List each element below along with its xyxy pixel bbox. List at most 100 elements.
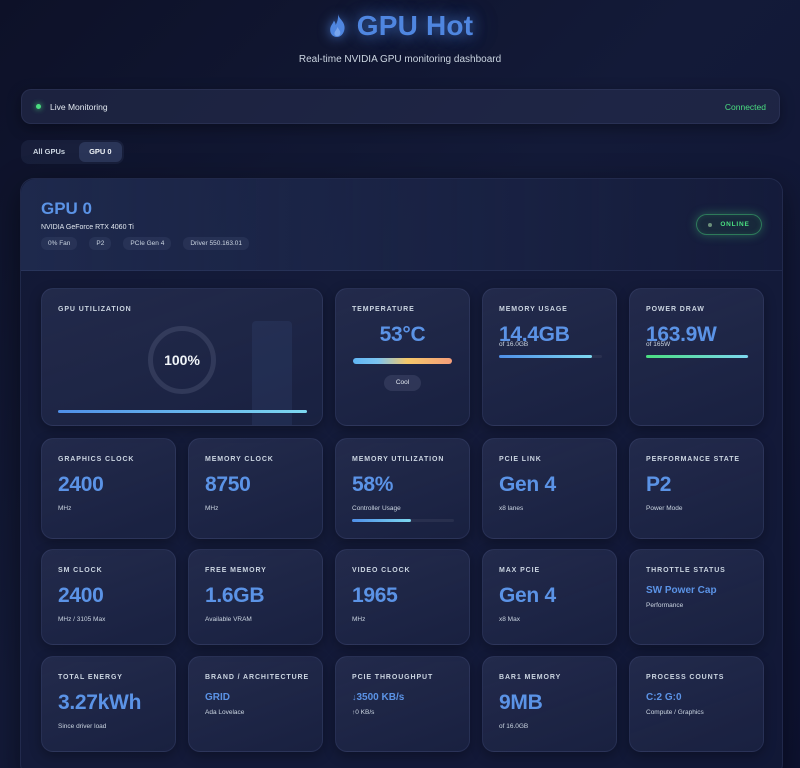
driver-chip: Driver 550.163.01 (183, 237, 249, 250)
pcie-tx-text: 0 KB/s (355, 709, 375, 716)
graphics-clock-value: 2400 (58, 473, 104, 496)
card-label: TOTAL ENERGY (58, 674, 123, 681)
total-energy-card: TOTAL ENERGY 3.27kWh Since driver load (41, 656, 176, 752)
utilization-progress (58, 410, 307, 413)
pcie-link-card: PCIE LINK Gen 4 x8 lanes (482, 438, 617, 539)
card-label: PERFORMANCE STATE (646, 456, 740, 463)
app-subtitle: Real-time NVIDIA GPU monitoring dashboar… (298, 54, 502, 65)
memory-usage-value: 14.4GB (499, 323, 570, 346)
sm-clock-value: 2400 (58, 584, 104, 607)
card-label: POWER DRAW (646, 306, 705, 313)
total-energy-value: 3.27kWh (58, 691, 142, 714)
max-pcie-sub: x8 Max (499, 616, 520, 623)
memory-utilization-progress (352, 519, 454, 522)
pcie-chip: PCIe Gen 4 (123, 237, 172, 250)
graphics-clock-unit: MHz (58, 505, 72, 512)
status-badge: ONLINE (696, 214, 762, 235)
memory-clock-unit: MHz (205, 505, 219, 512)
app-header: GPU Hot Real-time NVIDIA GPU monitoring … (0, 6, 800, 65)
throttle-status-value: SW Power Cap (646, 585, 717, 596)
video-clock-unit: MHz (352, 616, 366, 623)
fan-chip: 0% Fan (41, 237, 78, 250)
max-pcie-card: MAX PCIE Gen 4 x8 Max (482, 549, 617, 645)
utilization-gauge (148, 326, 216, 394)
upload-arrow-icon: ↑ (352, 709, 356, 716)
gpu-info-chips: 0% Fan P2 PCIe Gen 4 Driver 550.163.01 (41, 237, 249, 250)
status-dot-icon (708, 222, 713, 227)
tab-gpu-0[interactable]: GPU 0 (79, 142, 122, 162)
pcie-throughput-card: PCIE THROUGHPUT ↓3500 KB/s ↑0 KB/s (335, 656, 470, 752)
bar1-memory-sub: of 16.0GB (499, 723, 529, 730)
card-label: BAR1 MEMORY (499, 674, 562, 681)
utilization-history-bar (252, 321, 292, 425)
max-pcie-value: Gen 4 (499, 584, 556, 607)
connection-status: Connected (724, 101, 766, 112)
status-text: ONLINE (720, 221, 750, 228)
brand-architecture-card: BRAND / ARCHITECTURE GRID Ada Lovelace (188, 656, 323, 752)
pstate-chip: P2 (89, 237, 112, 250)
app-title: GPU Hot (356, 10, 474, 41)
total-energy-sub: Since driver load (58, 723, 107, 730)
memory-utilization-sub: Controller Usage (352, 505, 401, 512)
bar1-memory-value: 9MB (499, 691, 543, 714)
pcie-tx-value: ↑0 KB/s (352, 709, 374, 716)
live-monitoring-label: Live Monitoring (50, 101, 108, 112)
pcie-rx-text: 3500 KB/s (356, 692, 405, 703)
sm-clock-card: SM CLOCK 2400 MHz / 3105 Max (41, 549, 176, 645)
utilization-value: 100% (164, 352, 200, 368)
gpu-tabs: All GPUs GPU 0 (21, 140, 124, 164)
download-arrow-icon: ↓ (352, 692, 357, 702)
free-memory-card: FREE MEMORY 1.6GB Available VRAM (188, 549, 323, 645)
video-clock-card: VIDEO CLOCK 1965 MHz (335, 549, 470, 645)
memory-usage-progress (499, 355, 602, 358)
memory-utilization-value: 58% (352, 473, 394, 496)
power-draw-value: 163.9W (646, 323, 717, 346)
process-counts-sub: Compute / Graphics (646, 709, 704, 716)
temperature-value: 53°C (379, 323, 426, 346)
pcie-link-value: Gen 4 (499, 473, 556, 496)
card-label: MEMORY CLOCK (205, 456, 274, 463)
process-counts-value: C:2 G:0 (646, 692, 682, 703)
temperature-gradient-bar (353, 358, 452, 364)
card-label: MAX PCIE (499, 567, 541, 574)
card-label: GPU UTILIZATION (58, 306, 132, 313)
gpu-name: GPU 0 (41, 199, 93, 218)
bar1-memory-card: BAR1 MEMORY 9MB of 16.0GB (482, 656, 617, 752)
throttle-status-sub: Performance (646, 602, 684, 609)
live-indicator-icon (36, 104, 41, 109)
gpu-header: GPU 0 NVIDIA GeForce RTX 4060 Ti 0% Fan … (21, 179, 782, 271)
free-memory-sub: Available VRAM (205, 616, 252, 623)
card-label: SM CLOCK (58, 567, 103, 574)
gpu-utilization-card: GPU UTILIZATION 100% (41, 288, 323, 426)
card-label: MEMORY USAGE (499, 306, 568, 313)
connection-status-bar: Live Monitoring Connected (21, 89, 780, 124)
card-label: PROCESS COUNTS (646, 674, 725, 681)
pcie-rx-value: ↓3500 KB/s (352, 692, 404, 703)
card-label: THROTTLE STATUS (646, 567, 726, 574)
memory-usage-card: MEMORY USAGE 14.4GB of 16.0GB (482, 288, 617, 426)
architecture-value: Ada Lovelace (205, 709, 245, 716)
card-label: MEMORY UTILIZATION (352, 456, 445, 463)
graphics-clock-card: GRAPHICS CLOCK 2400 MHz (41, 438, 176, 539)
performance-state-value: P2 (646, 473, 672, 496)
brand-value: GRID (205, 692, 230, 703)
temperature-status: Cool (384, 375, 421, 391)
memory-clock-card: MEMORY CLOCK 8750 MHz (188, 438, 323, 539)
tab-all-gpus[interactable]: All GPUs (33, 147, 66, 156)
card-label: TEMPERATURE (352, 306, 415, 313)
memory-clock-value: 8750 (205, 473, 251, 496)
card-label: GRAPHICS CLOCK (58, 456, 135, 463)
performance-state-card: PERFORMANCE STATE P2 Power Mode (629, 438, 764, 539)
card-label: PCIE THROUGHPUT (352, 674, 434, 681)
process-counts-card: PROCESS COUNTS C:2 G:0 Compute / Graphic… (629, 656, 764, 752)
memory-utilization-card: MEMORY UTILIZATION 58% Controller Usage (335, 438, 470, 539)
temperature-card: TEMPERATURE 53°C Cool (335, 288, 470, 426)
sm-clock-sub: MHz / 3105 Max (58, 616, 106, 623)
power-draw-card: POWER DRAW 163.9W of 165W (629, 288, 764, 426)
performance-state-sub: Power Mode (646, 505, 683, 512)
card-label: PCIE LINK (499, 456, 542, 463)
card-label: BRAND / ARCHITECTURE (205, 674, 310, 681)
throttle-status-card: THROTTLE STATUS SW Power Cap Performance (629, 549, 764, 645)
flame-icon (329, 14, 345, 38)
gpu-panel: GPU 0 NVIDIA GeForce RTX 4060 Ti 0% Fan … (20, 178, 783, 768)
